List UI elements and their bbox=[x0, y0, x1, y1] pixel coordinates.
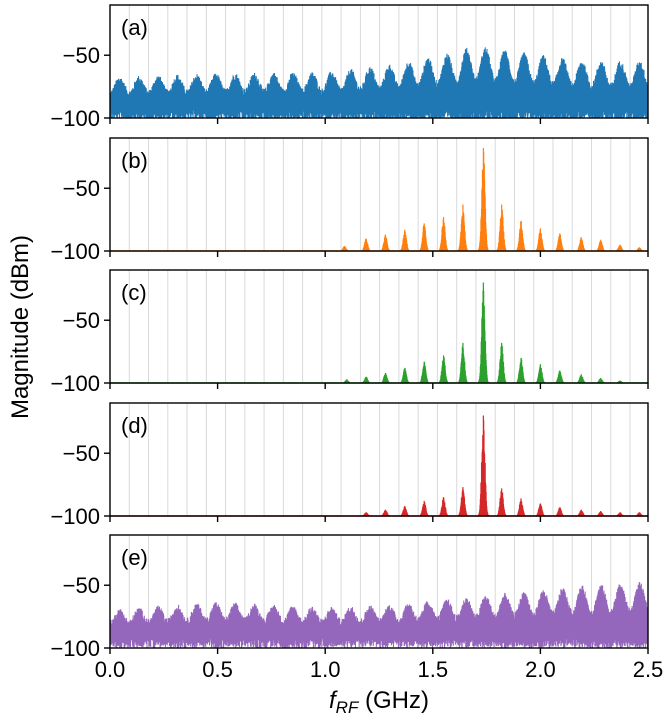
comb-peak bbox=[476, 415, 490, 516]
y-tick-label: −50 bbox=[63, 573, 100, 598]
x-tick-label: 0.0 bbox=[95, 657, 126, 682]
series-trace bbox=[110, 47, 648, 118]
comb-peak bbox=[417, 361, 431, 383]
panel-label: (c) bbox=[121, 280, 147, 305]
comb-peak bbox=[359, 238, 373, 251]
comb-peak bbox=[436, 497, 451, 516]
comb-peak bbox=[594, 239, 608, 251]
comb-peak bbox=[359, 376, 373, 383]
panel-frame bbox=[109, 269, 649, 384]
panel-d: −50 −100 (d) bbox=[50, 402, 649, 529]
comb-peak bbox=[613, 244, 627, 251]
panel-frame bbox=[109, 4, 649, 119]
comb-peak bbox=[514, 498, 528, 516]
comb-peak bbox=[417, 223, 431, 251]
x-axis-label: fRF (GHz) bbox=[329, 687, 429, 715]
x-tick-label: 1.0 bbox=[310, 657, 341, 682]
y-tick-label: −100 bbox=[50, 371, 100, 396]
comb-peak bbox=[553, 370, 567, 383]
y-axis-label: Magnitude (dBm) bbox=[7, 235, 34, 419]
comb-peak bbox=[533, 364, 548, 383]
comb-peak bbox=[476, 148, 490, 251]
x-axis-label-unit: (GHz) bbox=[358, 687, 429, 714]
comb-peak bbox=[495, 204, 509, 251]
comb-peak bbox=[553, 507, 567, 516]
comb-peak bbox=[378, 372, 393, 383]
panel-label: (d) bbox=[121, 413, 148, 438]
x-axis-label-symbol: f bbox=[329, 687, 338, 714]
y-tick-label: −100 bbox=[50, 504, 100, 529]
panel-label: (e) bbox=[121, 545, 148, 570]
comb-peak bbox=[574, 237, 588, 251]
y-tick-label: −100 bbox=[50, 636, 100, 661]
comb-peak bbox=[378, 509, 393, 516]
y-tick-label: −50 bbox=[63, 441, 100, 466]
x-tick-label: 2.5 bbox=[633, 657, 664, 682]
x-tick-label: 0.5 bbox=[202, 657, 233, 682]
comb-peak bbox=[456, 342, 470, 383]
y-tick-label: −100 bbox=[50, 106, 100, 131]
panel-label: (b) bbox=[121, 148, 148, 173]
comb-peak bbox=[398, 367, 412, 383]
x-tick-label: 1.5 bbox=[418, 657, 449, 682]
comb-peak bbox=[533, 503, 548, 516]
panel-label: (a) bbox=[121, 15, 148, 40]
panel-frame bbox=[109, 402, 649, 517]
comb-peak bbox=[417, 500, 431, 516]
panel-e: −50 −100 (e) bbox=[50, 534, 649, 661]
panel-a: −50 −100 (a) bbox=[50, 4, 649, 131]
comb-peak bbox=[456, 487, 470, 516]
comb-peak bbox=[436, 355, 451, 383]
panel-frame bbox=[109, 534, 649, 649]
series-trace bbox=[110, 582, 648, 648]
panel-c: −50 −100 (c) bbox=[50, 269, 649, 396]
comb-peak bbox=[594, 377, 607, 383]
y-tick-label: −100 bbox=[50, 239, 100, 264]
comb-peak bbox=[436, 217, 451, 251]
y-tick-label: −50 bbox=[63, 43, 100, 68]
x-axis-label-subscript: RF bbox=[336, 698, 360, 715]
y-tick-label: −50 bbox=[63, 308, 100, 333]
panel-frame bbox=[109, 137, 649, 252]
comb-peak bbox=[514, 220, 528, 251]
comb-peak bbox=[574, 509, 588, 516]
comb-peak bbox=[456, 204, 470, 251]
comb-peak bbox=[594, 510, 607, 516]
comb-peak bbox=[495, 488, 509, 516]
y-tick-label: −50 bbox=[63, 176, 100, 201]
comb-peak bbox=[338, 245, 351, 251]
comb-peak bbox=[476, 282, 490, 383]
comb-peak bbox=[574, 374, 588, 383]
comb-peak bbox=[398, 229, 412, 251]
comb-peak bbox=[398, 505, 412, 516]
comb-peak bbox=[378, 234, 393, 251]
comb-peak bbox=[495, 342, 509, 383]
comb-peak bbox=[514, 357, 528, 383]
comb-peak bbox=[553, 233, 567, 251]
comb-peak bbox=[533, 228, 548, 251]
panel-b: −50 −100 (b) bbox=[50, 137, 649, 264]
x-tick-label: 2.0 bbox=[525, 657, 556, 682]
